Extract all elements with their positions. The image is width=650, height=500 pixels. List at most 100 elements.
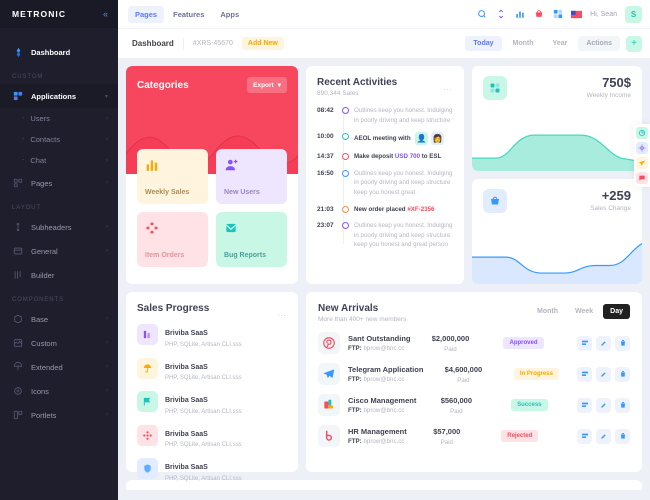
sidebar-item-base[interactable]: Base › — [0, 307, 118, 331]
sidebar-label: Custom — [31, 338, 57, 348]
timeline-item: 14:37 Make deposit USD 700 to ESL — [317, 152, 453, 162]
view-icon[interactable] — [577, 366, 592, 382]
plus-icon[interactable]: + — [626, 35, 642, 52]
list-item-desc: PHP, SQLite, Artisan CLI.sss — [165, 375, 242, 381]
list-item[interactable]: Briviba SaaS PHP, SQLite, Artisan CLI.ss… — [137, 356, 287, 381]
sidebar-item-builder[interactable]: Builder — [0, 263, 118, 287]
avatar[interactable]: 👤 — [415, 132, 429, 146]
tile-label: Item Orders — [145, 252, 185, 259]
send-icon[interactable] — [636, 157, 648, 169]
more-dots-icon[interactable]: ⋯ — [277, 310, 287, 320]
tab-month[interactable]: Month — [536, 308, 558, 315]
list-item-name: Briviba SaaS — [165, 430, 208, 438]
list-item-name: Briviba SaaS — [165, 363, 208, 371]
table-cell-name: Sant Outstanding FTP: bprow@bnc.cc — [348, 334, 411, 352]
status-badge: In Progress — [513, 368, 559, 380]
timeline-time: 21:03 — [317, 205, 334, 213]
chat-icon[interactable] — [636, 172, 648, 184]
weekly-income-chart — [472, 134, 642, 171]
actions-button[interactable]: Actions — [578, 36, 620, 51]
row-amount: $4,600,000 — [444, 364, 483, 374]
row-amount: $2,000,000 — [431, 333, 470, 343]
timeline-dot-icon — [342, 153, 349, 161]
sidebar-item-icons[interactable]: Icons › — [0, 379, 118, 403]
dash-icon: - — [22, 136, 25, 143]
view-icon[interactable] — [577, 335, 592, 351]
delete-icon[interactable] — [615, 335, 630, 351]
orders-icon — [137, 424, 158, 446]
edit-icon[interactable] — [596, 335, 611, 351]
delete-icon[interactable] — [615, 428, 630, 444]
more-dots-icon[interactable]: ⋯ — [443, 84, 453, 94]
topnav-apps[interactable]: Apps — [220, 9, 240, 19]
pinterest-icon — [318, 332, 340, 354]
edit-icon[interactable] — [596, 397, 611, 413]
list-item-text: Briviba SaaS PHP, SQLite, Artisan CLI.ss… — [165, 322, 242, 348]
kpi-sales-change: +259 Sales Change — [472, 179, 642, 284]
range-today[interactable]: Today — [465, 36, 502, 51]
view-icon[interactable] — [577, 428, 592, 444]
flag-icon[interactable] — [571, 9, 583, 20]
chevron-right-icon: › — [106, 224, 108, 230]
sidebar-item-custom[interactable]: Custom › — [0, 331, 118, 355]
tile-bug-reports[interactable]: Bug Reports — [216, 212, 287, 267]
range-year[interactable]: Year — [552, 40, 568, 47]
row-amount: $57,000 — [433, 426, 461, 436]
avatar[interactable]: S — [625, 5, 642, 23]
row-amount-label: Paid — [450, 407, 463, 415]
new-arrivals-tabs: Month Week Day — [530, 304, 630, 319]
list-item[interactable]: Briviba SaaS PHP, SQLite, Artisan CLI.ss… — [137, 322, 287, 348]
grid-icon[interactable] — [552, 9, 563, 20]
chevron-right-icon: › — [106, 364, 108, 370]
sidebar-item-pages[interactable]: Pages › — [0, 171, 118, 195]
list-item[interactable]: Briviba SaaS PHP, SQLite, Artisan CLI.ss… — [137, 389, 287, 415]
delete-icon[interactable] — [615, 397, 630, 413]
tile-item-orders[interactable]: Item Orders — [137, 212, 208, 267]
chevron-right-icon: › — [106, 157, 108, 164]
timeline-dot-icon — [342, 205, 349, 213]
sidebar-menu: Dashboard CUSTOM Applications ▾ - Users … — [0, 28, 118, 427]
sort-icon[interactable] — [495, 9, 506, 20]
sidebar-item-portlets[interactable]: Portlets › — [0, 403, 118, 427]
search-icon[interactable] — [476, 9, 487, 20]
tile-new-users[interactable]: New Users — [216, 149, 287, 204]
chevron-right-icon: › — [106, 136, 108, 143]
cart-icon[interactable] — [533, 9, 544, 20]
sidebar-item-applications[interactable]: Applications ▾ — [0, 84, 118, 108]
chevron-right-icon: › — [106, 248, 108, 254]
sidebar-item-chat[interactable]: - Chat › — [0, 150, 118, 171]
topnav-pages[interactable]: Pages — [128, 5, 165, 23]
tile-weekly-sales[interactable]: Weekly Sales — [137, 149, 208, 204]
chart-pie-icon[interactable] — [636, 127, 648, 139]
edit-icon[interactable] — [596, 428, 611, 444]
timeline-line — [343, 112, 344, 245]
sidebar-item-users[interactable]: - Users › — [0, 108, 118, 129]
timeline-item: 08:42 Outlines keep you honest. Indulgin… — [317, 106, 453, 125]
sidebar-item-contacts[interactable]: - Contacts › — [0, 129, 118, 150]
sidebar-item-general[interactable]: General › — [0, 239, 118, 263]
sidebar-item-extended[interactable]: Extended › — [0, 355, 118, 379]
chevrons-left-icon[interactable]: « — [102, 8, 108, 19]
delete-icon[interactable] — [615, 366, 630, 382]
sidebar-item-dashboard[interactable]: Dashboard — [0, 40, 118, 64]
categories-card: Categories Export ▾ — [126, 66, 298, 284]
range-month[interactable]: Month — [512, 40, 534, 47]
gear-icon[interactable] — [636, 142, 648, 154]
add-new-button[interactable]: Add New — [241, 37, 284, 50]
tab-week[interactable]: Week — [574, 308, 594, 315]
sidebar-item-subheaders[interactable]: Subheaders › — [0, 215, 118, 239]
chart-icon[interactable] — [514, 9, 525, 20]
topnav-features[interactable]: Features — [173, 9, 205, 19]
edit-icon[interactable] — [596, 366, 611, 382]
kpi-value: 750$ — [602, 75, 631, 90]
avatar[interactable]: 👩 — [431, 132, 445, 146]
list-item[interactable]: Briviba SaaS PHP, SQLite, Artisan CLI.ss… — [137, 456, 287, 482]
view-icon[interactable] — [577, 397, 592, 413]
tab-day[interactable]: Day — [603, 304, 630, 319]
list-item[interactable]: Briviba SaaS PHP, SQLite, Artisan CLI.ss… — [137, 423, 287, 448]
export-button[interactable]: Export ▾ — [247, 77, 287, 93]
grid-icon — [483, 76, 507, 100]
content-row-1: Categories Export ▾ — [126, 66, 642, 284]
floating-toolbar — [634, 124, 650, 187]
table-cell-amount: $57,000 Paid — [407, 427, 487, 446]
